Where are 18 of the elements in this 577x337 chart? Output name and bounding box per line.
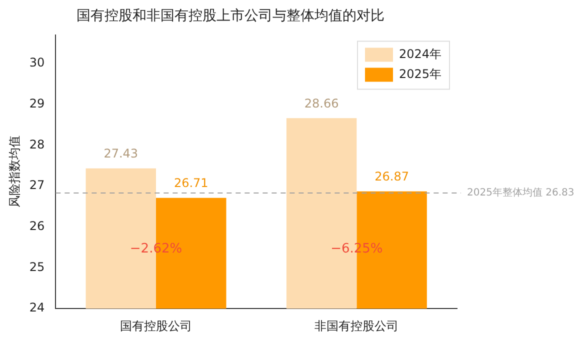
y-tick-label: 29 xyxy=(29,96,45,110)
y-tick-label: 28 xyxy=(29,137,45,152)
legend-label: 2025年 xyxy=(399,66,442,81)
data-label: 26.71 xyxy=(174,176,208,190)
ref-line-label: 2025年整体均值 26.83 xyxy=(467,186,574,199)
data-label: 26.87 xyxy=(374,169,409,184)
y-tick-label: 27 xyxy=(29,178,45,192)
y-axis-title: 风险指数均值 xyxy=(7,136,22,208)
y-tick-label: 30 xyxy=(29,56,45,70)
chart-title: 国有控股和非国有控股上市公司与整体均值的对比 xyxy=(76,8,384,24)
data-label: 28.66 xyxy=(304,96,339,110)
x-tick-label: 非国有控股公司 xyxy=(314,318,399,333)
y-tick-label: 25 xyxy=(29,260,45,274)
y-tick-label: 24 xyxy=(29,300,45,315)
x-tick-label: 国有控股公司 xyxy=(120,318,192,333)
data-label: 27.43 xyxy=(104,146,138,161)
y-tick-label: 26 xyxy=(29,218,45,233)
legend-label: 2024年 xyxy=(399,46,442,61)
